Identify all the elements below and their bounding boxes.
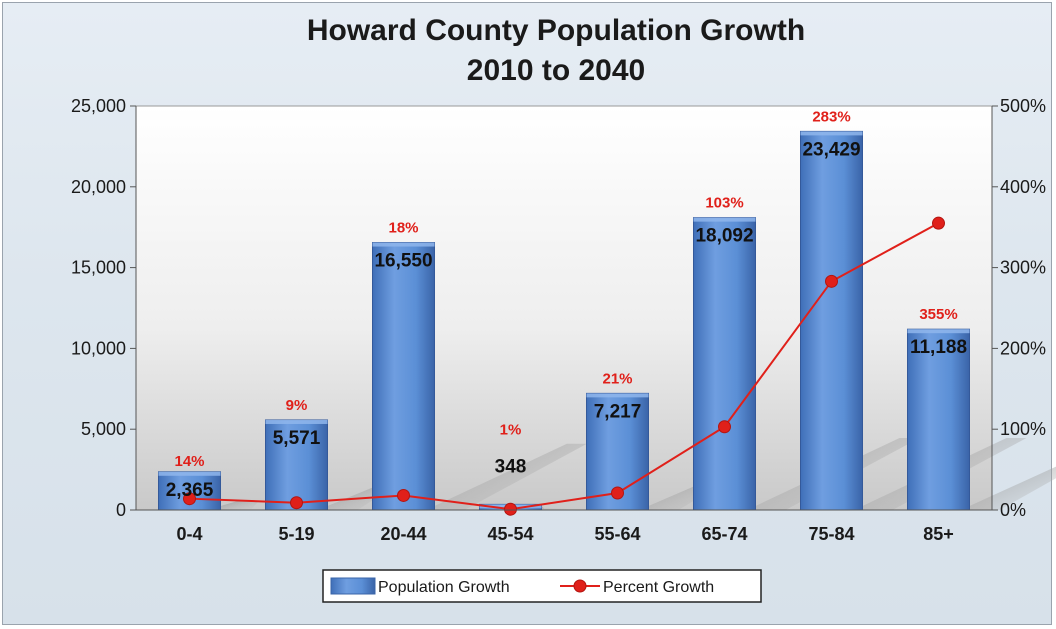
population-bar: [907, 328, 970, 511]
right-axis: 0% 100% 200% 300% 400% 500%: [991, 96, 1046, 520]
x-axis-tick-label: 5-19: [278, 524, 314, 544]
chart-title-line-2: 2010 to 2040: [467, 54, 645, 87]
legend: Population Growth Percent Growth: [322, 569, 762, 603]
left-axis-tick-label: 0: [116, 500, 126, 520]
population-value-label: 16,550: [374, 251, 432, 272]
population-bar-top: [372, 242, 435, 247]
percent-value-label: 283%: [812, 108, 850, 125]
x-axis-tick-label: 55-64: [594, 524, 640, 544]
left-axis-tick-label: 25,000: [71, 96, 126, 116]
left-axis-tick-label: 5,000: [81, 419, 126, 439]
percent-value-label: 103%: [705, 195, 743, 212]
population-bar: [693, 217, 756, 511]
population-value-label: 5,571: [273, 428, 321, 449]
percent-growth-marker: [504, 502, 517, 516]
percent-growth-marker: [183, 492, 196, 506]
right-axis-tick-label: 0%: [1000, 500, 1026, 520]
percent-growth-marker: [290, 496, 303, 510]
legend-box: [322, 569, 762, 603]
population-bar-top: [693, 217, 756, 222]
bar-shadow: [541, 506, 572, 510]
population-value-label: 23,429: [802, 139, 860, 160]
x-axis: 0-4 5-19 20-44 45-54 55-64 65-74 75-84 85+: [136, 509, 992, 544]
population-bar-top: [158, 471, 221, 476]
percent-growth-marker: [611, 486, 624, 500]
legend-label-population-growth: Population Growth: [378, 579, 510, 596]
left-axis: 0 5,000 10,000 15,000 20,000 25,000: [71, 96, 137, 520]
legend-swatch-percent-growth-marker: [573, 579, 587, 593]
population-bar-top: [265, 419, 328, 424]
x-axis-tick-label: 85+: [923, 524, 954, 544]
population-bar: [372, 242, 435, 511]
population-value-label: 11,188: [910, 337, 967, 358]
x-axis-tick-label: 20-44: [380, 524, 426, 544]
population-bar-top: [800, 131, 863, 136]
right-axis-tick-label: 100%: [1000, 419, 1046, 439]
percent-growth-line: [183, 216, 945, 516]
bar-shadow: [434, 443, 587, 510]
percent-value-label: 14%: [174, 453, 204, 470]
percent-value-label: 18%: [388, 220, 418, 237]
x-axis-tick-label: 65-74: [701, 524, 747, 544]
legend-label-percent-growth: Percent Growth: [603, 579, 714, 596]
data-labels: 2,365 14% 5,571 9% 16,550 18% 348 1% 7,217 21% 18,…: [166, 108, 967, 500]
population-bar: [265, 419, 328, 511]
x-axis-tick-label: 75-84: [808, 524, 854, 544]
population-bar-top: [907, 329, 970, 334]
chart-title-line-1: Howard County Population Growth: [307, 14, 805, 47]
right-axis-tick-label: 200%: [1000, 338, 1046, 358]
population-value-label: 2,365: [166, 480, 214, 501]
population-value-label: 7,217: [594, 401, 642, 422]
left-axis-tick-label: 10,000: [71, 338, 126, 358]
population-value-label: 18,092: [695, 226, 753, 247]
x-axis-tick-label: 0-4: [176, 524, 202, 544]
percent-value-label: 355%: [919, 306, 957, 323]
percent-growth-marker: [397, 488, 410, 502]
percent-growth-marker: [825, 274, 838, 288]
right-axis-tick-label: 300%: [1000, 258, 1046, 278]
percent-growth-polyline: [189, 222, 939, 511]
percent-growth-marker: [718, 420, 731, 434]
percent-value-label: 1%: [500, 421, 522, 438]
bar-shadow: [969, 466, 1056, 510]
population-bar: [800, 130, 863, 511]
left-axis-tick-label: 15,000: [71, 258, 126, 278]
bar-shadow: [220, 500, 260, 510]
population-bar-top: [586, 393, 649, 398]
right-axis-tick-label: 400%: [1000, 177, 1046, 197]
x-axis-tick-label: 45-54: [487, 524, 533, 544]
percent-growth-marker: [932, 216, 945, 230]
population-value-label: 348: [495, 456, 527, 477]
percent-value-label: 9%: [286, 397, 308, 414]
left-axis-tick-label: 20,000: [71, 177, 126, 197]
right-axis-tick-label: 500%: [1000, 96, 1046, 116]
legend-swatch-population-growth: [330, 577, 376, 595]
percent-value-label: 21%: [602, 370, 632, 387]
